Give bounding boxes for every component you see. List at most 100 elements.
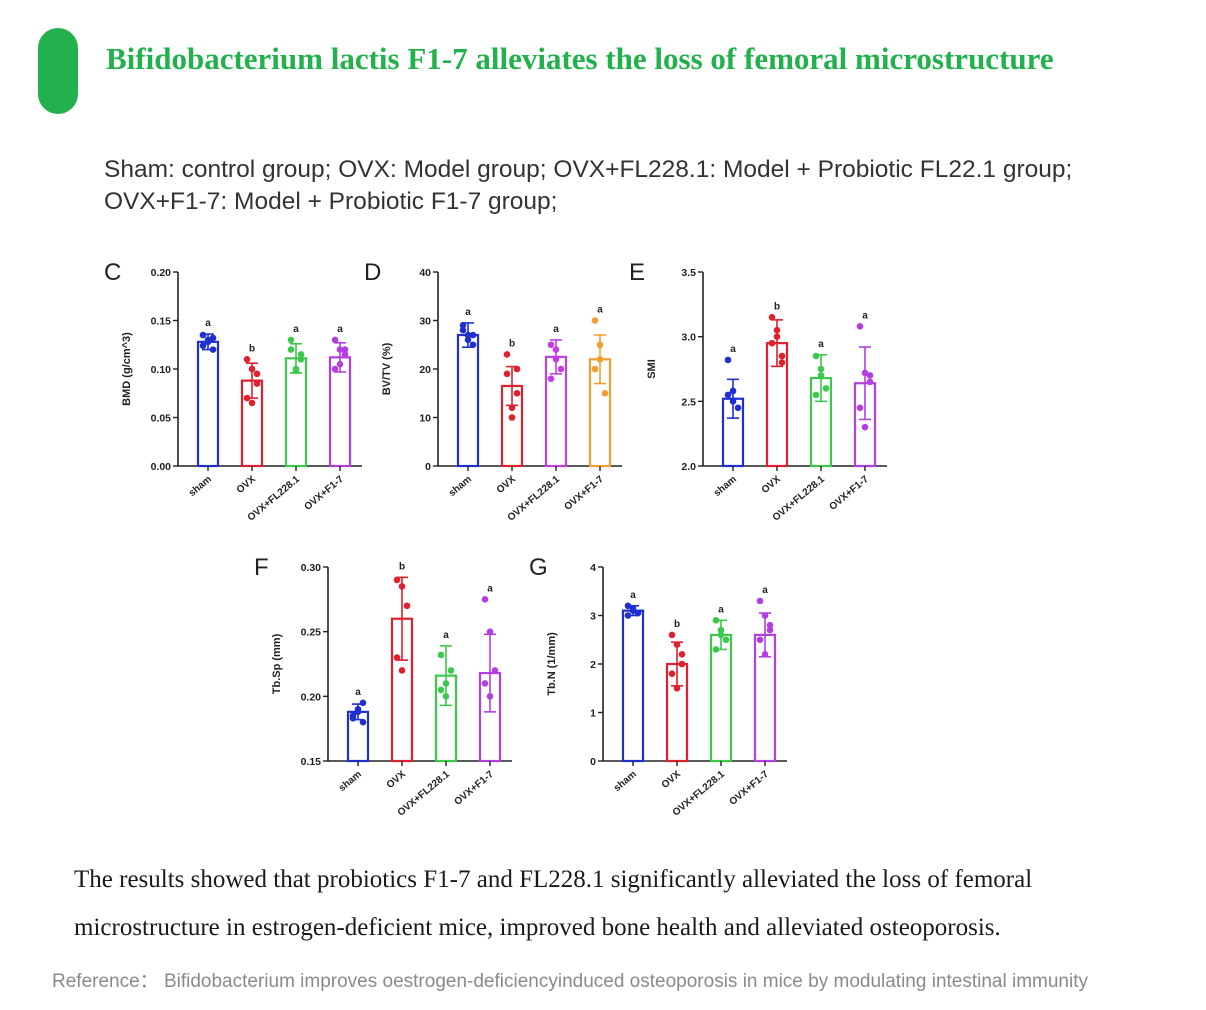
x-tick-label-d: OVX [495,474,519,496]
y-tick-label-f: 0.30 [301,562,322,574]
y-axis-label-c: BMD (g/cm^3) [121,332,133,406]
data-point-g [717,626,725,634]
data-point-f [393,654,401,661]
data-point-g [634,609,642,617]
data-point-d [596,341,604,349]
data-point-c [248,399,256,407]
data-point-g [766,626,774,634]
bar-c [328,356,352,468]
data-point-f [398,667,406,674]
data-point-f [354,708,362,716]
data-point-g [712,617,720,624]
group-legend-text: Sham: control group; OVX: Model group; O… [104,154,1184,218]
y-tick-label-c: 0.20 [151,267,172,279]
significance-label-d: a [553,324,559,335]
significance-label-c: a [337,324,343,335]
y-tick-label-f: 0.15 [301,756,322,768]
data-point-d [513,389,521,397]
y-tick-label-e: 3.5 [681,267,696,279]
y-tick-label-c: 0.10 [151,364,172,376]
panel-label-d: D [364,259,381,286]
data-point-g [624,612,632,619]
data-point-e [724,391,732,399]
significance-label-g: b [674,619,680,630]
y-tick-label-g: 3 [590,611,596,623]
data-point-c [292,367,300,375]
data-point-e [773,326,781,334]
data-point-g [678,651,686,658]
chart-panel-c: C 0.00 0.05 0.10 0.15 0.20 BMD (g/cm^3) a sham b O… [104,259,362,524]
significance-label-e: a [818,339,824,350]
data-point-c [253,370,261,378]
data-point-d [591,317,599,324]
y-tick-label-e: 2.5 [681,396,696,408]
x-tick-label-e: OVX+F1-7 [827,474,871,513]
reference-text: Reference： Bifidobacterium improves oest… [52,971,1089,992]
data-point-g [624,602,632,610]
significance-label-f: a [487,583,493,594]
significance-label-c: b [249,343,255,354]
data-point-d [596,356,604,363]
x-tick-label-f: OVX+F1-7 [452,769,496,808]
significance-label-f: a [355,687,361,698]
significance-label-c: a [205,318,211,329]
y-tick-label-g: 0 [590,756,596,768]
data-point-c [341,351,349,358]
bar-d [456,333,480,468]
data-point-f [398,583,406,590]
data-point-c [297,356,305,363]
data-point-g [761,651,769,658]
data-point-f [437,651,445,659]
results-line-2: microstructure in estrogen-deficient mic… [74,914,1001,941]
panel-label-c: C [104,259,121,286]
y-tick-label-f: 0.25 [301,627,322,639]
data-point-f [447,667,455,674]
significance-label-f: a [443,630,449,641]
y-tick-label-c: 0.05 [151,413,172,425]
significance-label-g: a [630,590,636,601]
y-tick-label-d: 10 [419,413,431,425]
data-point-g [673,641,681,648]
data-point-f [403,602,411,610]
data-point-d [464,331,472,339]
data-point-c [209,334,217,342]
data-point-f [393,576,401,584]
data-point-e [856,323,864,330]
significance-label-d: b [509,338,515,349]
data-point-e [734,404,742,412]
x-tick-label-d: sham [447,474,474,499]
data-point-e [856,404,864,412]
y-tick-label-g: 1 [590,708,596,720]
data-point-g [629,604,637,612]
data-point-c [331,336,339,344]
data-point-e [729,398,737,405]
y-tick-label-d: 20 [419,364,431,376]
data-point-e [768,339,776,347]
data-point-e [817,372,825,379]
y-tick-label-g: 4 [590,562,596,574]
x-tick-label-c: OVX [235,474,259,496]
x-tick-label-e: OVX [760,474,784,496]
data-point-d [464,336,472,344]
x-tick-label-f: OVX [385,769,409,791]
data-point-f [349,712,357,720]
x-tick-label-e: sham [712,474,739,499]
significance-label-f: b [399,561,405,572]
data-point-g [712,646,720,653]
y-axis-label-f: Tb.Sp (mm) [271,633,283,694]
data-point-g [717,631,725,639]
data-point-c [209,346,217,353]
bar-c [284,357,308,468]
data-point-e [729,387,737,395]
data-point-f [359,699,367,707]
data-point-c [336,360,344,368]
y-tick-label-d: 0 [425,461,431,473]
y-tick-label-f: 0.20 [301,691,322,703]
data-point-d [508,414,516,421]
data-point-f [442,693,450,700]
data-point-e [861,423,869,431]
data-point-c [287,336,295,344]
bar-c [196,340,220,468]
data-point-e [778,359,786,366]
